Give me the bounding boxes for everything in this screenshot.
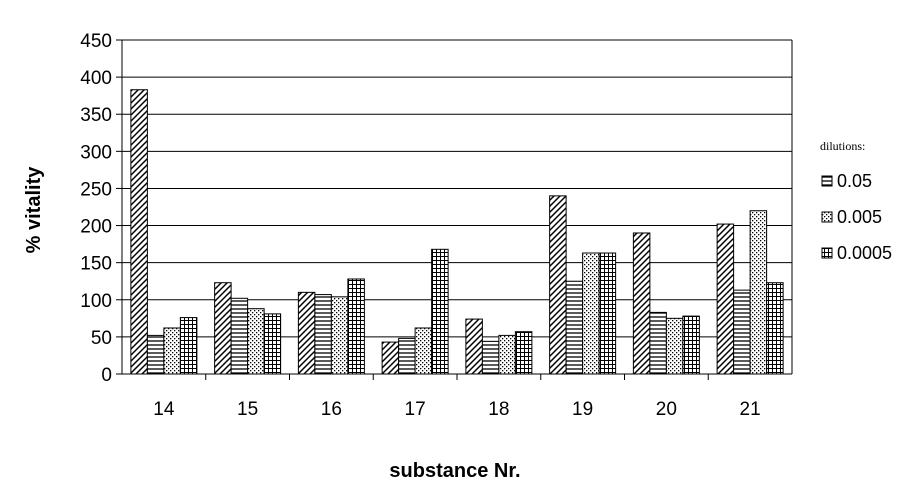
bar-15-series-2 <box>230 297 249 375</box>
bar-20-series-3 <box>665 317 684 375</box>
x-tick-label: 20 <box>656 399 677 420</box>
bar-20-series-1 <box>632 232 651 375</box>
y-tick-label: 350 <box>80 105 112 126</box>
bar-19-series-1 <box>549 195 567 375</box>
bar-18-series-3 <box>498 334 516 375</box>
legend-swatch <box>821 175 833 187</box>
bar-14-series-1 <box>130 89 148 375</box>
x-tick-label: 21 <box>740 399 761 420</box>
legend-swatch <box>821 247 833 259</box>
bar-18-series-4 <box>514 331 533 375</box>
y-tick-labels: 0 50 100 150 200 250 300 350 400 450 <box>80 31 112 386</box>
y-axis-title: % vitality <box>23 166 45 254</box>
bar-16-series-2 <box>314 294 332 375</box>
bar-14-series-4 <box>179 317 198 375</box>
bar-20-series-2 <box>649 311 667 375</box>
x-tick-label: 14 <box>153 399 175 420</box>
bar-19-series-2 <box>565 280 584 375</box>
y-tick-label: 50 <box>91 328 112 349</box>
bar-15-series-1 <box>214 282 232 375</box>
legend-swatch <box>821 211 833 223</box>
x-axis-title: substance Nr. <box>389 460 520 482</box>
x-tick-label: 17 <box>405 399 426 420</box>
bar-17-series-3 <box>414 327 433 375</box>
legend-label: 0.05 <box>837 171 872 191</box>
bar-15-series-3 <box>247 308 265 375</box>
bar-16-series-3 <box>330 296 349 375</box>
y-tick-label: 200 <box>80 217 112 238</box>
axes <box>121 40 793 380</box>
bar-21-series-1 <box>716 223 735 375</box>
x-tick-label: 18 <box>488 399 509 420</box>
y-tick-label: 150 <box>80 254 112 275</box>
bar-19-series-4 <box>598 252 617 375</box>
bar-16-series-1 <box>297 291 316 375</box>
y-tick-label: 450 <box>80 31 112 52</box>
y-tick-label: 250 <box>80 179 112 200</box>
bar-18-series-2 <box>481 340 500 375</box>
bar-14-series-2 <box>146 334 165 375</box>
x-tick-label: 15 <box>237 399 258 420</box>
legend-label: 0.0005 <box>837 243 892 263</box>
legend-label: 0.005 <box>837 207 882 227</box>
bar-21-series-4 <box>766 282 784 375</box>
x-tick-label: 19 <box>572 399 593 420</box>
y-tick-label: 0 <box>101 365 112 386</box>
y-tick-label: 100 <box>80 291 112 312</box>
bar-17-series-4 <box>431 248 449 375</box>
bars <box>130 89 784 375</box>
bar-15-series-4 <box>263 313 282 375</box>
y-tick-label: 300 <box>80 142 112 163</box>
bar-18-series-1 <box>465 318 483 375</box>
y-tick-label: 400 <box>80 68 112 89</box>
bar-17-series-1 <box>381 341 400 375</box>
x-tick-labels: 14 15 16 17 18 19 20 21 <box>153 399 760 420</box>
bar-21-series-3 <box>749 210 768 375</box>
bar-21-series-2 <box>733 289 751 375</box>
legend-title: dilutions: <box>820 139 865 153</box>
bar-19-series-3 <box>582 252 600 375</box>
x-tick-label: 16 <box>321 399 342 420</box>
bar-17-series-2 <box>398 337 416 375</box>
bar-14-series-3 <box>163 327 181 375</box>
legend: dilutions: 0.05 0.005 0.0005 <box>820 139 892 263</box>
bar-20-series-4 <box>682 315 700 375</box>
bar-16-series-4 <box>347 278 365 375</box>
